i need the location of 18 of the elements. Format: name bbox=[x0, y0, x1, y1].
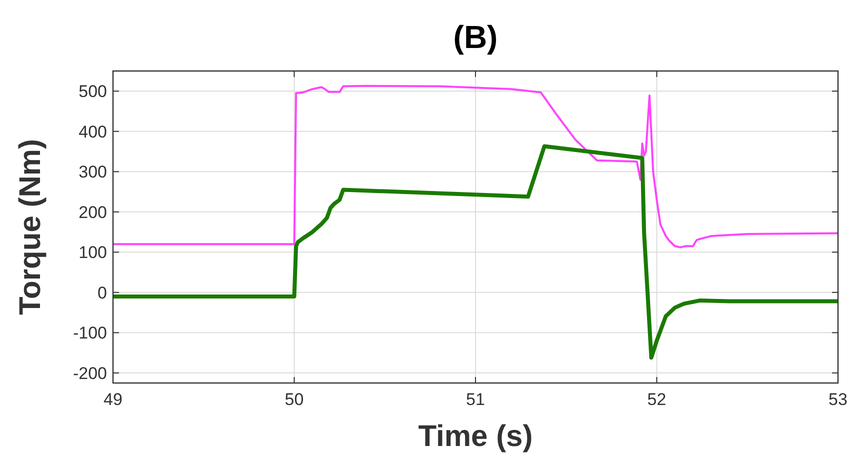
y-tick-label: 200 bbox=[78, 202, 107, 222]
y-tick-label: 500 bbox=[78, 82, 107, 102]
y-axis-title: Torque (Nm) bbox=[14, 138, 47, 316]
x-tick-label: 51 bbox=[466, 390, 485, 409]
y-tick-label: 100 bbox=[78, 243, 107, 262]
x-tick-label: 50 bbox=[284, 390, 304, 409]
y-tick-label: 300 bbox=[78, 162, 107, 182]
y-tick-label: 0 bbox=[98, 283, 107, 302]
chart-title: (B) bbox=[453, 19, 498, 55]
x-tick-label: 49 bbox=[104, 390, 122, 409]
x-tick-label: 53 bbox=[828, 390, 848, 409]
x-axis-title: Time (s) bbox=[418, 420, 533, 453]
x-tick-label: 52 bbox=[647, 390, 666, 409]
y-tick-label: -100 bbox=[72, 324, 107, 343]
y-tick-label: 400 bbox=[78, 122, 107, 142]
line-series bbox=[113, 144, 838, 360]
y-tick-label: -200 bbox=[72, 364, 107, 383]
line-series bbox=[113, 84, 838, 248]
